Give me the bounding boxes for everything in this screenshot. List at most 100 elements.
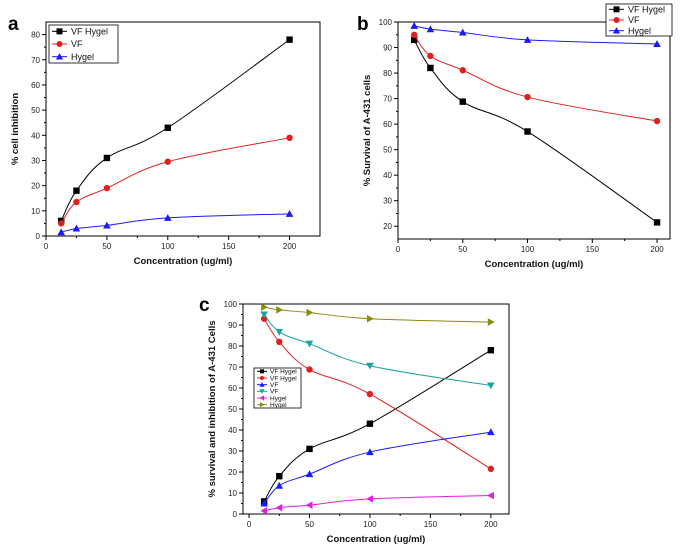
y-tick-label: 10 bbox=[31, 207, 40, 216]
legend-marker bbox=[613, 17, 620, 23]
data-point bbox=[306, 445, 313, 453]
data-point bbox=[366, 448, 374, 456]
series-2 bbox=[260, 428, 495, 507]
y-tick-label: 30 bbox=[228, 447, 237, 456]
y-axis-title: % survival and inhibition of A-431 Cells bbox=[207, 320, 218, 497]
legend: VF Hygel VF Hygel bbox=[48, 24, 119, 64]
legend-label: VF Hygel bbox=[628, 5, 665, 15]
y-tick-label: 20 bbox=[383, 222, 392, 231]
plot-frame bbox=[397, 21, 671, 240]
series-1 bbox=[58, 134, 293, 227]
x-tick-label: 150 bbox=[424, 520, 438, 529]
data-point bbox=[305, 501, 313, 509]
plot-frame bbox=[242, 303, 510, 515]
data-point bbox=[58, 220, 65, 227]
series-line bbox=[61, 213, 290, 233]
data-point bbox=[276, 338, 283, 345]
legend-label: VF bbox=[270, 389, 278, 396]
data-point bbox=[306, 366, 313, 373]
legend-marker bbox=[260, 376, 264, 380]
data-point bbox=[285, 210, 294, 217]
y-tick-label: 80 bbox=[383, 69, 392, 78]
chart-panel-c: 0 50 100 150 200 0 10 20 30 40 50 60 70 80 90 100 Concen… bbox=[199, 295, 510, 545]
x-tick-label: 0 bbox=[44, 242, 49, 251]
legend-marker bbox=[259, 389, 265, 394]
data-point bbox=[427, 52, 434, 60]
y-tick-label: 50 bbox=[383, 146, 392, 155]
y-tick-label: 60 bbox=[31, 81, 40, 90]
y-tick-label: 20 bbox=[228, 468, 237, 477]
y-tick-label: 100 bbox=[224, 300, 238, 309]
data-point bbox=[523, 36, 532, 43]
y-axis-title: % cell inhibition bbox=[10, 93, 21, 166]
series-line bbox=[60, 137, 290, 224]
data-point bbox=[260, 507, 268, 515]
y-tick-label: 40 bbox=[31, 131, 40, 140]
panel-letter: c bbox=[199, 295, 210, 316]
y-tick-label: 10 bbox=[228, 489, 237, 498]
data-point bbox=[260, 499, 268, 507]
data-point bbox=[487, 347, 495, 354]
chart-panel-a: 0 50 100 150 200 0 10 20 30 40 50 60 70 80 Concentrati… bbox=[8, 14, 321, 267]
data-point bbox=[410, 31, 418, 38]
y-tick-label: 90 bbox=[383, 44, 392, 53]
data-point bbox=[410, 36, 418, 44]
x-tick-label: 50 bbox=[102, 242, 111, 251]
legend-label: VF Hygel bbox=[270, 369, 297, 376]
data-point bbox=[57, 228, 66, 236]
series-line bbox=[263, 349, 492, 502]
series-line bbox=[414, 25, 658, 45]
y-tick-label: 40 bbox=[228, 426, 237, 435]
data-point bbox=[487, 428, 495, 436]
data-point bbox=[653, 117, 661, 125]
data-point bbox=[366, 314, 374, 323]
series-line bbox=[264, 495, 491, 512]
data-point bbox=[73, 187, 80, 194]
panel-letter: a bbox=[8, 14, 19, 35]
data-point bbox=[366, 390, 374, 398]
legend-label: VF bbox=[71, 39, 83, 49]
y-tick-label: 50 bbox=[31, 106, 40, 115]
series-line bbox=[264, 306, 491, 323]
data-point bbox=[524, 93, 531, 101]
x-tick-label: 50 bbox=[305, 520, 314, 529]
y-tick-label: 80 bbox=[228, 342, 237, 351]
data-point bbox=[487, 465, 495, 473]
data-point bbox=[459, 67, 466, 74]
y-tick-label: 70 bbox=[383, 95, 392, 104]
data-point bbox=[306, 308, 314, 317]
data-point bbox=[653, 219, 661, 226]
legend-marker bbox=[260, 369, 264, 374]
data-point bbox=[305, 470, 314, 478]
series-line bbox=[60, 39, 290, 222]
legend-marker bbox=[259, 402, 265, 408]
legend-label: VF Hygel bbox=[270, 375, 297, 382]
x-axis-title: Concentration (ug/ml) bbox=[134, 256, 233, 267]
data-point bbox=[427, 64, 434, 72]
legend-marker bbox=[259, 382, 265, 387]
series-0 bbox=[58, 36, 293, 225]
x-tick-label: 200 bbox=[650, 245, 664, 254]
legend-marker bbox=[56, 41, 63, 47]
data-point bbox=[72, 224, 81, 232]
data-point bbox=[164, 158, 171, 165]
data-point bbox=[487, 318, 495, 326]
data-point bbox=[366, 362, 374, 370]
x-tick-label: 200 bbox=[484, 520, 498, 529]
x-tick-label: 200 bbox=[283, 242, 297, 251]
legend-marker bbox=[259, 395, 265, 401]
data-point bbox=[103, 221, 111, 229]
data-point bbox=[487, 491, 494, 500]
legend-label: Hygel bbox=[270, 402, 287, 409]
data-point bbox=[286, 134, 293, 142]
legend-box bbox=[253, 367, 302, 409]
legend-marker bbox=[55, 53, 64, 60]
series-line bbox=[263, 314, 491, 386]
y-tick-label: 50 bbox=[228, 405, 237, 414]
series-2 bbox=[410, 22, 661, 47]
series-3 bbox=[260, 311, 495, 390]
series-line bbox=[263, 318, 492, 470]
x-axis-title: Concentration (ug/ml) bbox=[485, 259, 584, 270]
legend-marker bbox=[56, 28, 63, 35]
